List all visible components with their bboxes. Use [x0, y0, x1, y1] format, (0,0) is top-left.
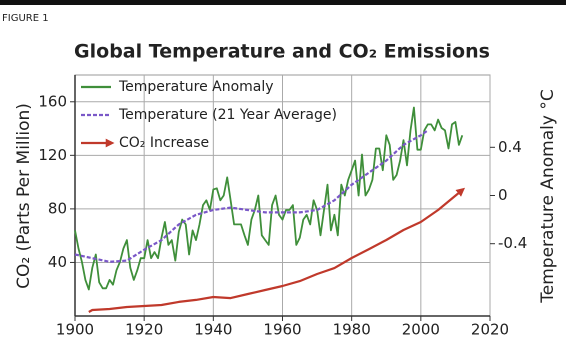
y-tick-label: 120	[38, 146, 67, 164]
x-tick-label: 1920	[125, 321, 163, 339]
y2-tick-label: 0	[498, 186, 508, 204]
series-line	[74, 106, 464, 291]
x-tick-label: 1960	[263, 321, 301, 339]
y2-axis-label: Temperature Anomaly °C	[538, 89, 558, 303]
y-tick-label: 160	[38, 92, 67, 110]
y-tick-label: 80	[48, 199, 67, 217]
legend-label: CO₂ Increase	[119, 135, 209, 151]
plot: 1900 1920 1940 1960 1980 2000 2020 40 80 120 160 -0…	[38, 74, 527, 339]
y-axis-label: CO₂ (Parts Per Million)	[14, 103, 34, 289]
series-line	[88, 187, 466, 313]
x-tick-label: 2020	[471, 321, 509, 339]
x-tick-label: 1940	[194, 321, 232, 339]
header-bar	[0, 0, 566, 5]
y-tick-label: 40	[48, 253, 67, 271]
x-tick-label: 2000	[402, 321, 440, 339]
legend-label: Temperature (21 Year Average)	[118, 107, 337, 123]
legend-label: Temperature Anomaly	[118, 79, 274, 95]
y2-tick-label: -0.4	[498, 234, 527, 252]
chart-title: Global Temperature and CO₂ Emissions	[74, 41, 490, 63]
y2-tick-label: 0.4	[498, 138, 522, 156]
figure-label: FIGURE 1	[2, 13, 49, 24]
x-tick-label: 1900	[56, 321, 94, 339]
x-tick-label: 1980	[333, 321, 371, 339]
series-line	[74, 129, 429, 263]
